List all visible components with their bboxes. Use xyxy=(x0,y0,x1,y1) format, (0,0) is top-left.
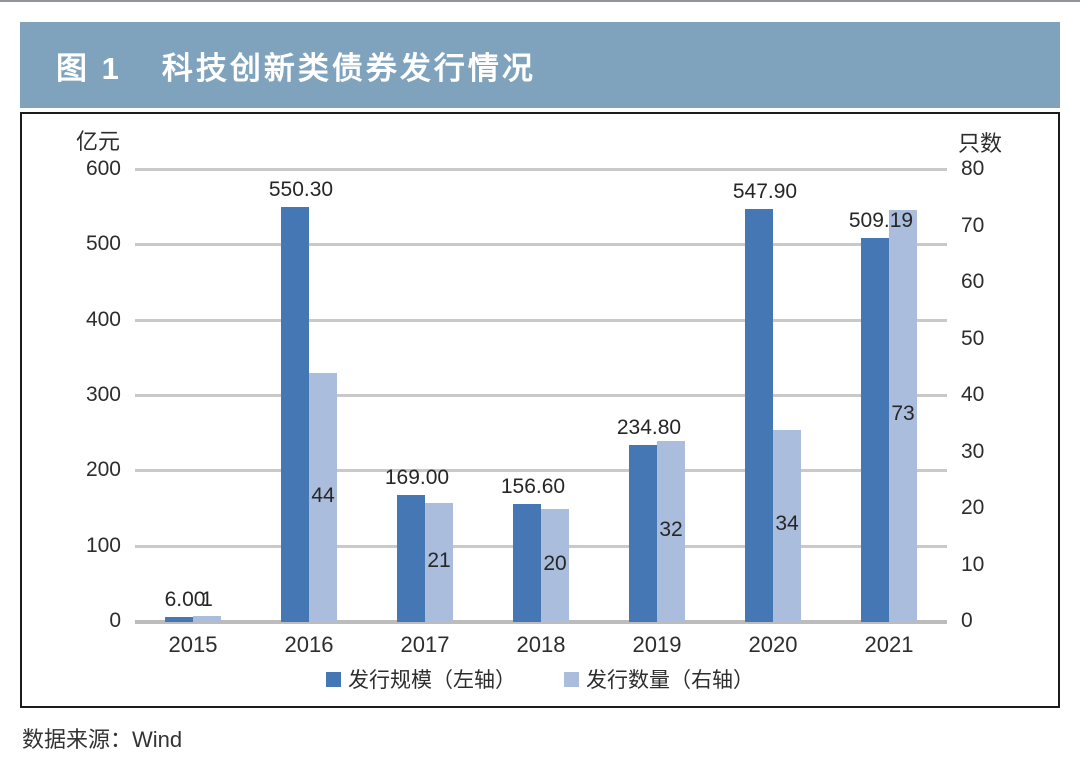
left-axis-tick: 400 xyxy=(85,307,121,331)
gridline xyxy=(135,318,947,322)
right-axis-tick: 30 xyxy=(961,439,985,463)
bar-group: 547.90 34 2020 xyxy=(715,170,831,657)
right-axis-tick: 60 xyxy=(961,270,985,293)
x-axis-label: 2021 xyxy=(864,632,914,657)
right-axis-tick: 10 xyxy=(961,552,985,576)
left-axis-tick: 0 xyxy=(109,609,121,632)
bar-group: 550.30 44 2016 xyxy=(251,170,367,657)
figure-number: 图 1 xyxy=(56,50,122,86)
x-axis-label: 2019 xyxy=(632,632,682,657)
count-value-label: 20 xyxy=(543,551,567,575)
bar-group: 156.60 20 2018 xyxy=(483,170,599,657)
right-axis-unit-label: 只数 xyxy=(957,131,1002,156)
left-axis-unit-label: 亿元 xyxy=(76,129,121,154)
plot-area: 600 500 400 300 200 100 0 80 70 60 50 40 30 20 10 0 6.00… xyxy=(86,157,984,657)
x-axis-label: 2020 xyxy=(748,632,798,657)
gridline xyxy=(135,243,947,247)
right-axis-tick: 80 xyxy=(961,157,985,180)
x-axis-label: 2016 xyxy=(284,632,334,657)
gridline xyxy=(135,469,947,473)
bar-group: 234.80 32 2019 xyxy=(599,170,715,657)
count-bar xyxy=(657,441,685,622)
gridline xyxy=(135,168,947,171)
right-axis-tick: 70 xyxy=(961,213,985,237)
scale-value-label: 509.19 xyxy=(848,209,914,233)
left-axis-tick: 100 xyxy=(85,533,121,557)
scale-bar xyxy=(513,504,541,622)
scale-bar xyxy=(281,207,309,622)
count-value-label: 44 xyxy=(311,483,335,507)
right-axis-tick: 0 xyxy=(961,609,973,632)
x-axis-label: 2018 xyxy=(516,632,566,657)
scale-value-label: 6.00 xyxy=(164,588,206,612)
scale-bar xyxy=(397,494,425,622)
legend-label-count: 发行数量（右轴） xyxy=(586,669,754,692)
data-source: 数据来源：Wind xyxy=(22,727,183,752)
count-bar xyxy=(773,429,801,622)
count-bar xyxy=(889,209,917,622)
scale-bar xyxy=(745,209,773,622)
count-value-label: 34 xyxy=(775,511,799,535)
count-bar xyxy=(193,616,221,622)
x-axis-label: 2017 xyxy=(400,632,450,657)
right-axis-tick: 20 xyxy=(961,496,985,519)
count-bar xyxy=(309,373,337,622)
legend-label-scale: 发行规模（左轴） xyxy=(348,669,516,692)
scale-value-label: 547.90 xyxy=(732,180,798,204)
scale-bar xyxy=(861,238,889,622)
legend-item-scale: 发行规模（左轴） xyxy=(326,664,516,694)
bar-group: 169.00 21 2017 xyxy=(367,170,483,657)
left-axis-tick: 600 xyxy=(85,157,121,180)
left-axis-tick: 500 xyxy=(85,232,121,256)
bar-group: 509.19 73 2021 xyxy=(831,170,947,657)
count-value-label: 21 xyxy=(427,548,451,572)
x-axis-label: 2015 xyxy=(168,632,218,657)
bar-group: 6.00 1 2015 xyxy=(135,170,251,657)
count-bar xyxy=(541,509,569,622)
count-bar xyxy=(425,503,453,622)
top-rule xyxy=(0,0,1080,2)
scale-series-marker-icon xyxy=(326,671,341,687)
scale-bar xyxy=(165,617,193,622)
count-value-label: 32 xyxy=(659,517,683,541)
chart-legend: 发行规模（左轴） 发行数量（右轴） xyxy=(22,664,1058,694)
left-axis-tick: 200 xyxy=(85,458,121,482)
scale-bar xyxy=(629,445,657,622)
legend-item-count: 发行数量（右轴） xyxy=(564,664,754,694)
gridline xyxy=(135,394,947,397)
count-series-marker-icon xyxy=(564,671,579,687)
figure-title: 科技创新类债券发行情况 xyxy=(161,50,536,86)
figure-title-bar: 图 1 科技创新类债券发行情况 xyxy=(20,22,1060,108)
x-axis-baseline xyxy=(135,620,947,624)
scale-value-label: 156.60 xyxy=(500,475,566,499)
scale-value-label: 169.00 xyxy=(384,465,450,489)
left-axis-tick: 300 xyxy=(85,383,121,406)
count-value-label: 1 xyxy=(201,588,213,612)
scale-value-label: 550.30 xyxy=(268,178,334,202)
chart-box: 亿元 只数 600 500 400 300 200 100 0 80 70 60 50 40 30 20 1… xyxy=(20,112,1060,708)
scale-value-label: 234.80 xyxy=(616,416,682,440)
count-value-label: 73 xyxy=(891,401,915,425)
right-axis-tick: 40 xyxy=(961,383,985,406)
right-axis-tick: 50 xyxy=(961,326,985,350)
